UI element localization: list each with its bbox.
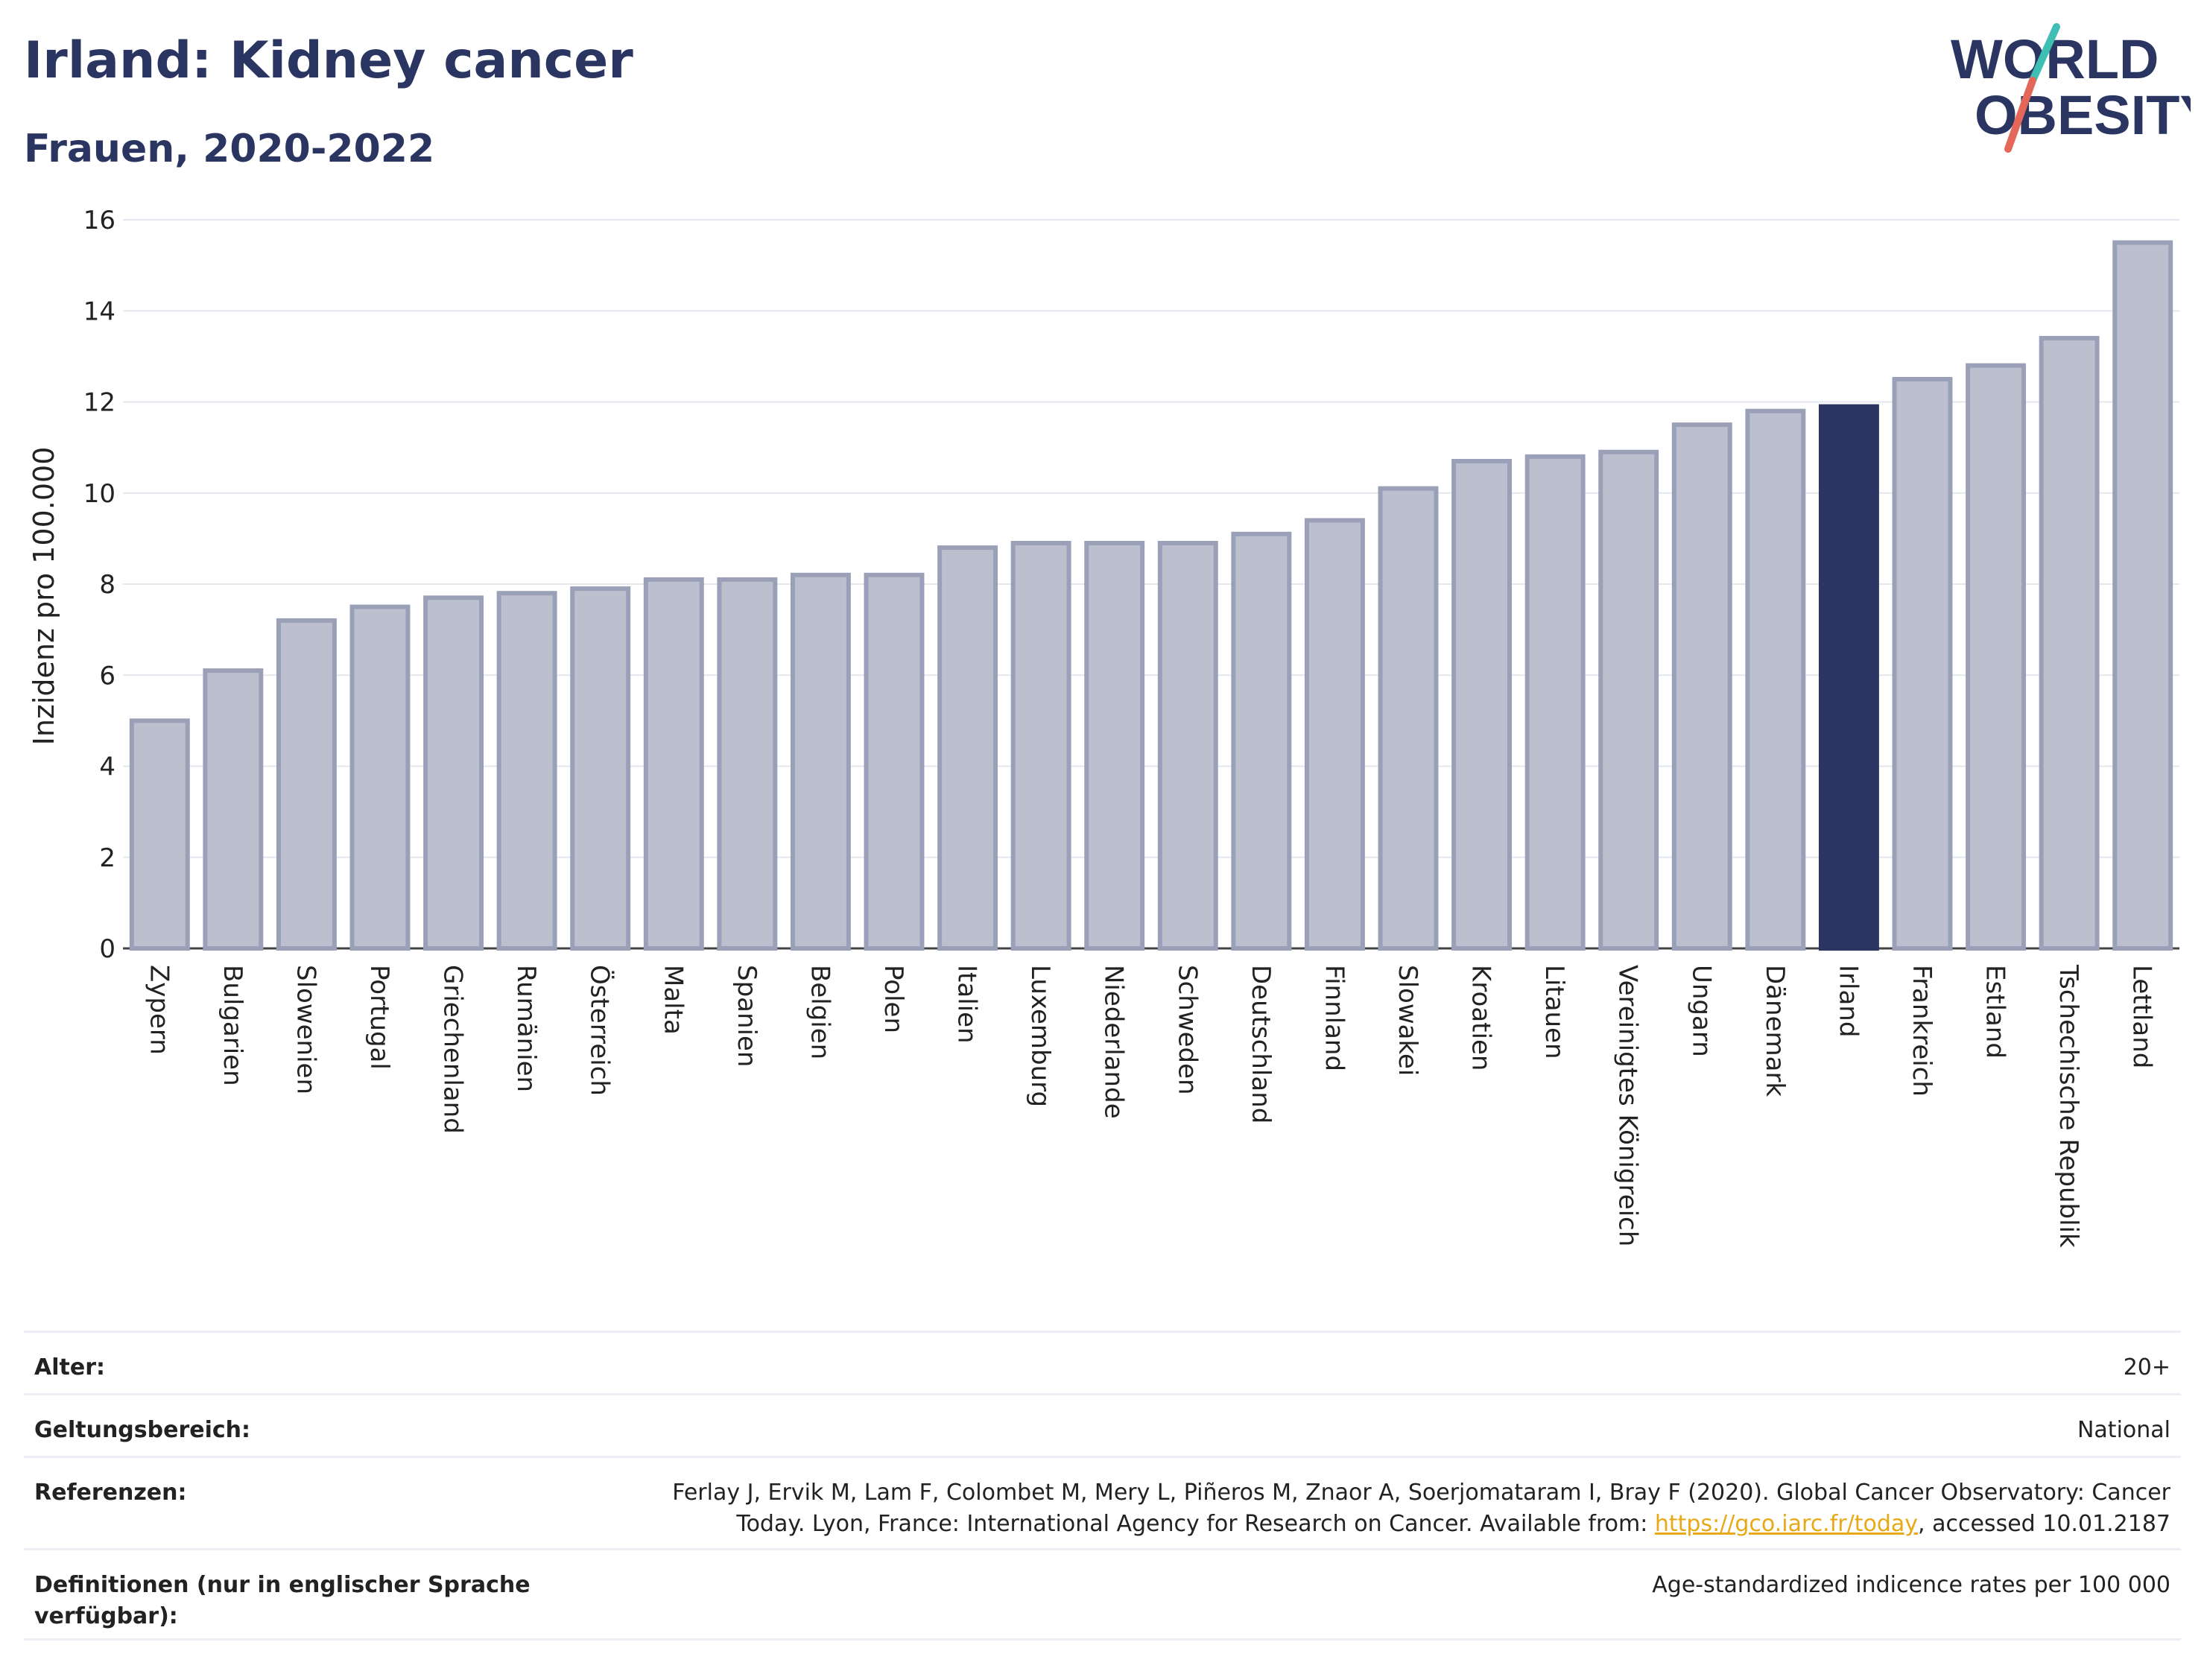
references-link[interactable]: https://gco.iarc.fr/today xyxy=(1654,1511,1919,1537)
bar-zypern[interactable] xyxy=(129,718,190,951)
x-tick-label: Kroatien xyxy=(1466,965,1496,1071)
references-value: Ferlay J, Ervik M, Lam F, Colombet M, Me… xyxy=(606,1477,2170,1540)
bars xyxy=(129,240,2173,951)
x-tick-label: Rumänien xyxy=(511,965,541,1092)
bar-rumänien[interactable] xyxy=(496,591,557,951)
x-tick-label: Zypern xyxy=(144,965,174,1055)
bar-bulgarien[interactable] xyxy=(203,668,264,951)
bar-vereinigtes-königreich[interactable] xyxy=(1598,449,1659,951)
x-tick-labels: Zypern Bulgarien Slowenien Portugal Griechen… xyxy=(144,964,2156,1248)
x-tick-label: Spanien xyxy=(732,965,761,1067)
x-tick-label: Finnland xyxy=(1319,965,1349,1071)
x-tick-label: Griechenland xyxy=(438,965,468,1134)
y-tick-labels: 0 2 4 6 8 10 12 14 16 xyxy=(83,206,115,964)
y-tick-label: 8 xyxy=(99,570,115,600)
bar-frankreich[interactable] xyxy=(1892,376,1953,951)
bar-polen[interactable] xyxy=(864,572,925,951)
y-tick-label: 16 xyxy=(83,206,115,235)
bar-portugal[interactable] xyxy=(349,604,411,951)
x-tick-label: Österreich xyxy=(585,965,615,1096)
x-tick-label: Slowenien xyxy=(291,965,320,1094)
y-tick-label: 6 xyxy=(99,661,115,691)
y-tick-label: 0 xyxy=(99,934,115,964)
bar-irland[interactable] xyxy=(1818,404,1879,951)
definitions-value: Age-standardized indicence rates per 100… xyxy=(1652,1572,2170,1598)
logo-slash-red xyxy=(2004,77,2036,153)
y-tick-label: 4 xyxy=(99,752,115,782)
y-tick-label: 2 xyxy=(99,843,115,873)
bar-estland[interactable] xyxy=(1966,363,2027,951)
x-tick-label: Schweden xyxy=(1172,965,1202,1095)
x-tick-label: Slowakei xyxy=(1393,965,1422,1076)
metadata-table: Alter: 20+ Geltungsbereich: National Ref… xyxy=(24,1331,2181,1641)
references-text: Ferlay J, Ervik M, Lam F, Colombet M, Me… xyxy=(672,1480,2170,1537)
x-tick-label: Deutschland xyxy=(1246,965,1276,1123)
world-obesity-logo: WORLD OBESITY xyxy=(1951,23,2191,153)
bar-litauen[interactable] xyxy=(1524,454,1586,951)
bar-luxemburg[interactable] xyxy=(1010,540,1071,951)
page-title: Irland: Kidney cancer xyxy=(24,31,633,90)
references-accessed: , accessed 10.01.2187 xyxy=(1918,1511,2170,1537)
x-tick-label: Vereinigtes Königreich xyxy=(1613,965,1643,1246)
x-tick-label: Luxemburg xyxy=(1025,965,1055,1107)
x-tick-label: Litauen xyxy=(1539,965,1569,1059)
x-tick-label: Malta xyxy=(658,965,688,1035)
bar-ungarn[interactable] xyxy=(1671,422,1732,951)
x-tick-label: Bulgarien xyxy=(218,965,247,1086)
x-tick-label: Italien xyxy=(952,965,982,1044)
x-tick-label: Portugal xyxy=(364,965,394,1070)
bar-griechenland[interactable] xyxy=(423,595,484,951)
bar-lettland[interactable] xyxy=(2112,240,2173,951)
age-value: 20+ xyxy=(2123,1354,2170,1381)
meta-row-scope: Geltungsbereich: National xyxy=(24,1393,2181,1456)
bar-kroatien[interactable] xyxy=(1451,458,1513,951)
age-label: Alter: xyxy=(34,1354,105,1381)
y-tick-label: 12 xyxy=(83,388,115,418)
bar-niederlande[interactable] xyxy=(1084,540,1145,951)
x-tick-label: Belgien xyxy=(805,965,835,1059)
references-label: Referenzen: xyxy=(34,1480,187,1506)
x-tick-label: Estland xyxy=(1980,965,2010,1059)
bar-deutschland[interactable] xyxy=(1231,531,1292,951)
x-tick-label: Polen xyxy=(878,965,908,1033)
bar-slowenien[interactable] xyxy=(276,618,337,951)
logo-slash-teal xyxy=(2029,23,2060,84)
meta-row-references: Referenzen: Ferlay J, Ervik M, Lam F, Co… xyxy=(24,1456,2181,1548)
x-tick-label: Lettland xyxy=(2127,965,2157,1068)
bar-österreich[interactable] xyxy=(570,586,631,951)
bar-finnland[interactable] xyxy=(1304,518,1365,951)
x-tick-label: Frankreich xyxy=(1907,965,1937,1097)
meta-row-definitions: Definitionen (nur in englischer Sprache … xyxy=(24,1548,2181,1641)
bar-belgien[interactable] xyxy=(790,572,851,951)
x-tick-label: Niederlande xyxy=(1099,965,1129,1119)
page-subtitle: Frauen, 2020-2022 xyxy=(24,127,435,171)
bar-spanien[interactable] xyxy=(717,577,778,951)
meta-row-age: Alter: 20+ xyxy=(24,1331,2181,1393)
y-tick-label: 14 xyxy=(83,297,115,326)
scope-label: Geltungsbereich: xyxy=(34,1417,251,1443)
y-axis-label: Inzidenz pro 100.000 xyxy=(28,447,60,746)
bar-schweden[interactable] xyxy=(1157,540,1218,951)
x-tick-label: Dänemark xyxy=(1760,965,1790,1097)
x-tick-label: Ungarn xyxy=(1686,965,1716,1057)
bar-malta[interactable] xyxy=(643,577,704,951)
x-tick-label: Irland xyxy=(1833,965,1863,1037)
bar-slowakei[interactable] xyxy=(1378,486,1439,951)
bar-tschechische-republik[interactable] xyxy=(2039,335,2100,951)
bar-italien[interactable] xyxy=(937,545,998,951)
bar-dänemark[interactable] xyxy=(1745,408,1806,951)
scope-value: National xyxy=(2077,1417,2170,1443)
bar-chart: 0 2 4 6 8 10 12 14 16 Zypern Bulgarien Slowenien Po… xyxy=(28,206,2179,1248)
x-tick-label: Tschechische Republik xyxy=(2053,964,2083,1248)
definitions-label: Definitionen (nur in englischer Sprache … xyxy=(34,1572,531,1629)
y-tick-label: 10 xyxy=(83,479,115,509)
